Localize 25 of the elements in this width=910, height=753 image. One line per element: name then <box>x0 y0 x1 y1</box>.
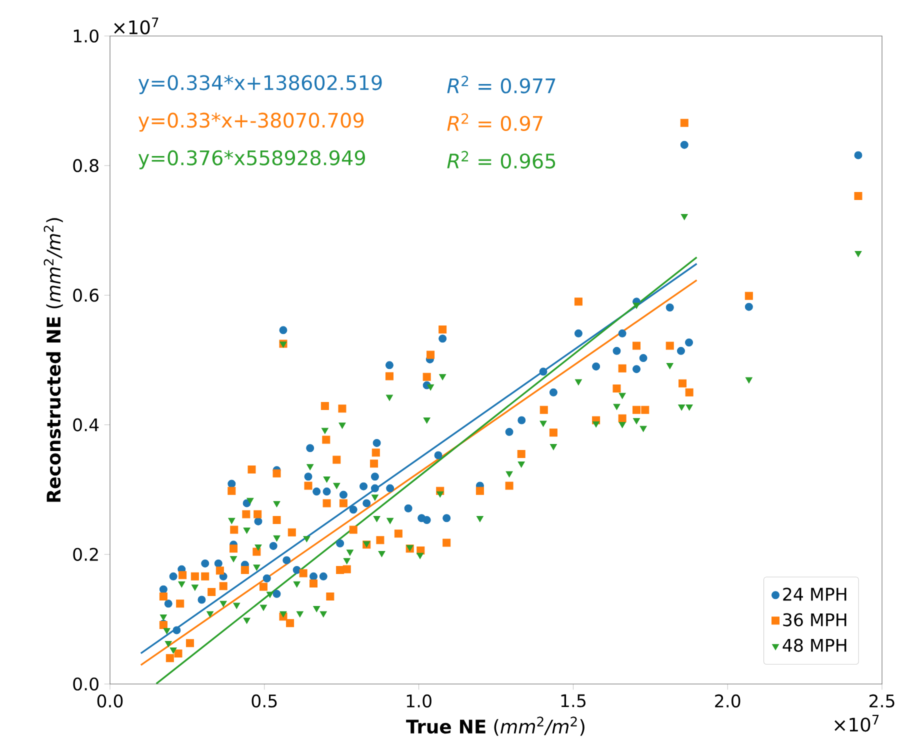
annotation: y=0.334*x+138602.519 <box>138 75 382 94</box>
legend-label: 24 MPH <box>783 588 846 601</box>
y-tick-label: 0.8 <box>73 159 98 172</box>
x-tick-label: 2.0 <box>715 694 740 708</box>
x-tick-label: 1.5 <box>561 694 586 708</box>
legend-label: 48 MPH <box>782 638 846 652</box>
text: ×10$^{7}$ <box>834 714 879 732</box>
x-tick-label: 2.5 <box>870 694 894 708</box>
annotation: y=0.33*x+-38070.709 <box>138 112 364 132</box>
x-axis-title: True NE (mm$^{2}$/m$^{2}$) <box>406 716 584 736</box>
y-axis-title: Reconstructed NE (mm$^{2}$/m$^{2}$) <box>44 218 63 502</box>
x-tick-label: 1.0 <box>406 694 432 708</box>
y-tick-label: 0.6 <box>73 288 99 302</box>
y-tick-label: 0.0 <box>73 677 98 691</box>
annotation: R$^{2}$ = 0.977 <box>447 76 556 94</box>
text: ×10$^{7}$ <box>114 18 158 34</box>
x-tick-label: 0.0 <box>97 694 123 708</box>
y-tick-label: 1.0 <box>74 29 98 43</box>
annotation: R$^{2}$ = 0.97 <box>447 113 542 132</box>
y-tick-label: 0.2 <box>73 548 98 561</box>
annotation: y=0.376*x558928.949 <box>138 150 365 170</box>
y-tick-label: 0.4 <box>73 418 99 432</box>
x-tick-label: 0.5 <box>252 694 277 708</box>
legend-label: 36 MPH <box>783 613 846 626</box>
annotation: R$^{2}$ = 0.965 <box>447 150 556 169</box>
